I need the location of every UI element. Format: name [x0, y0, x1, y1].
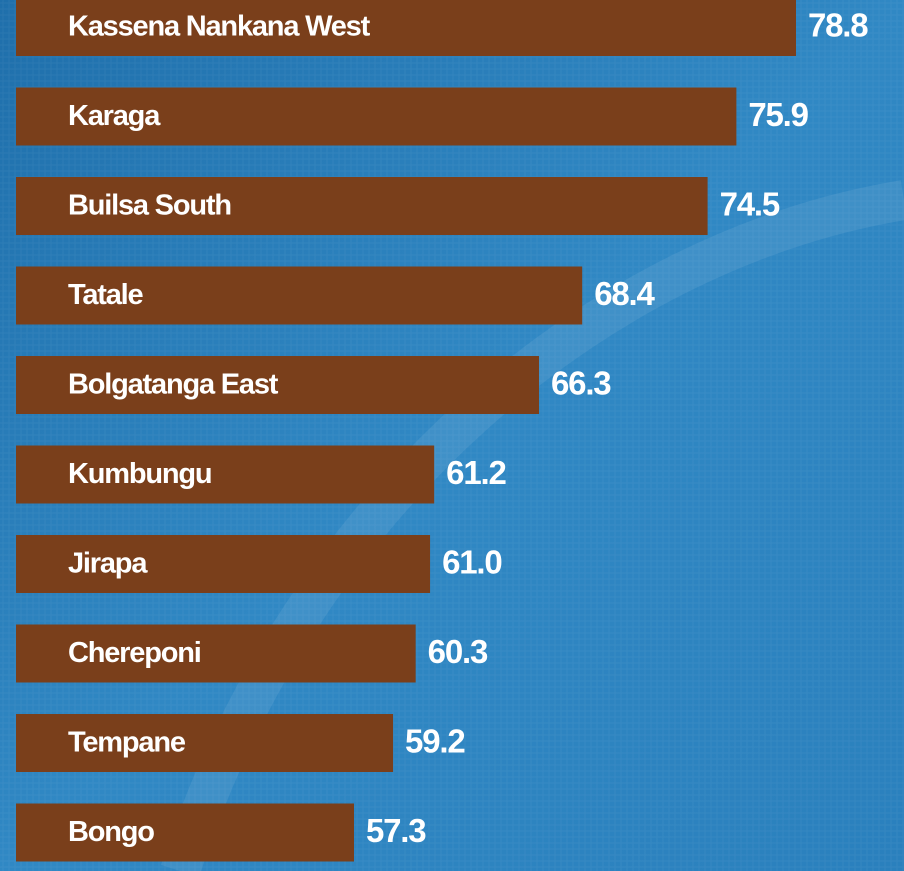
bar [16, 0, 796, 56]
bar [16, 87, 737, 146]
category-label: Kumbungu [68, 458, 211, 490]
category-label: Chereponi [68, 637, 201, 669]
value-label: 75.9 [748, 96, 808, 133]
value-label: 57.3 [366, 812, 426, 849]
bar [16, 356, 540, 414]
category-label: Karaga [68, 100, 161, 132]
bar [16, 624, 416, 683]
category-label: Kassena Nankana West [68, 11, 371, 43]
category-label: Tatale [68, 279, 144, 311]
category-label: Builsa South [68, 190, 231, 222]
value-label: 61.0 [442, 544, 501, 581]
bar [16, 445, 435, 504]
bar [16, 535, 431, 593]
bar [16, 177, 708, 235]
bar [16, 714, 394, 772]
value-label: 66.3 [551, 365, 611, 402]
bar [16, 803, 354, 862]
value-label: 78.8 [808, 7, 868, 44]
value-label: 68.4 [594, 275, 655, 312]
value-label: 59.2 [405, 723, 465, 760]
category-label: Bongo [68, 816, 154, 848]
value-label: 61.2 [446, 454, 506, 491]
category-label: Bolgatanga East [68, 369, 279, 401]
category-label: Jirapa [68, 548, 148, 580]
category-label: Tempane [68, 727, 186, 759]
value-label: 74.5 [720, 186, 780, 223]
value-label: 60.3 [428, 633, 488, 670]
bar [16, 266, 583, 325]
